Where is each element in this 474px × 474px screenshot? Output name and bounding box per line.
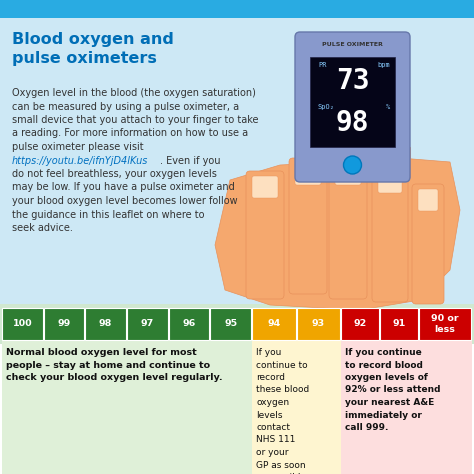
Text: Oxygen level in the blood (the oxygen saturation): Oxygen level in the blood (the oxygen sa…: [12, 88, 256, 98]
FancyBboxPatch shape: [295, 163, 321, 185]
Text: 91: 91: [392, 319, 405, 328]
FancyBboxPatch shape: [246, 171, 284, 299]
Bar: [341, 340, 472, 474]
Text: Normal blood oxygen level for most
people – stay at home and continue to
check y: Normal blood oxygen level for most peopl…: [6, 348, 223, 382]
Bar: [310, 57, 395, 147]
Polygon shape: [215, 158, 460, 310]
Text: Blood oxygen and
pulse oximeters: Blood oxygen and pulse oximeters: [12, 32, 174, 65]
Bar: [297, 308, 340, 340]
Bar: [2, 340, 252, 474]
Polygon shape: [295, 147, 410, 177]
Text: can be measured by using a pulse oximeter, a: can be measured by using a pulse oximete…: [12, 101, 239, 111]
Bar: [0, 304, 474, 344]
Bar: [380, 308, 418, 340]
FancyBboxPatch shape: [289, 158, 327, 294]
FancyBboxPatch shape: [418, 189, 438, 211]
Text: pulse oximeter please visit: pulse oximeter please visit: [12, 142, 144, 152]
Bar: [169, 308, 210, 340]
Text: PR: PR: [318, 62, 327, 68]
FancyBboxPatch shape: [378, 171, 402, 193]
Bar: [0, 0, 474, 18]
Bar: [419, 308, 471, 340]
Text: 99: 99: [57, 319, 71, 328]
Text: 94: 94: [267, 319, 281, 328]
Bar: [252, 340, 341, 474]
FancyBboxPatch shape: [412, 184, 444, 304]
Text: https://youtu.be/ifnYjD4lKus: https://youtu.be/ifnYjD4lKus: [12, 155, 148, 165]
Text: 95: 95: [224, 319, 237, 328]
FancyBboxPatch shape: [252, 176, 278, 198]
Text: 97: 97: [141, 319, 154, 328]
Text: do not feel breathless, your oxygen levels: do not feel breathless, your oxygen leve…: [12, 169, 217, 179]
Text: 98: 98: [336, 109, 369, 137]
Text: %: %: [386, 104, 390, 110]
Bar: [341, 308, 379, 340]
Bar: [0, 18, 474, 308]
Text: your blood oxygen level becomes lower follow: your blood oxygen level becomes lower fo…: [12, 196, 237, 206]
Text: may be low. If you have a pulse oximeter and: may be low. If you have a pulse oximeter…: [12, 182, 235, 192]
Bar: [44, 308, 84, 340]
Bar: [252, 308, 296, 340]
Text: 90 or
less: 90 or less: [431, 314, 459, 334]
Text: 96: 96: [182, 319, 196, 328]
Text: seek advice.: seek advice.: [12, 223, 73, 233]
FancyBboxPatch shape: [295, 32, 410, 182]
Bar: [0, 0, 474, 18]
Text: 92: 92: [354, 319, 367, 328]
Circle shape: [344, 156, 362, 174]
Text: the guidance in this leaflet on where to: the guidance in this leaflet on where to: [12, 210, 204, 219]
Bar: [127, 308, 168, 340]
Text: SpO₂: SpO₂: [318, 104, 335, 110]
FancyBboxPatch shape: [329, 158, 367, 299]
Text: 73: 73: [336, 67, 369, 95]
Text: small device that you attach to your finger to take: small device that you attach to your fin…: [12, 115, 258, 125]
Text: . Even if you: . Even if you: [160, 155, 220, 165]
FancyBboxPatch shape: [335, 163, 361, 185]
Bar: [2, 308, 43, 340]
Text: 98: 98: [99, 319, 112, 328]
Bar: [210, 308, 251, 340]
Text: If you
continue to
record
these blood
oxygen
levels
contact
NHS 111
or your
GP a: If you continue to record these blood ox…: [256, 348, 309, 474]
Bar: [85, 308, 126, 340]
FancyBboxPatch shape: [372, 166, 408, 302]
Text: 100: 100: [12, 319, 32, 328]
Text: a reading. For more information on how to use a: a reading. For more information on how t…: [12, 128, 248, 138]
Text: 93: 93: [312, 319, 325, 328]
Text: PULSE OXIMETER: PULSE OXIMETER: [322, 42, 383, 47]
Text: If you continue
to record blood
oxygen levels of
92% or less attend
your nearest: If you continue to record blood oxygen l…: [345, 348, 441, 432]
Text: bpm: bpm: [377, 62, 390, 68]
